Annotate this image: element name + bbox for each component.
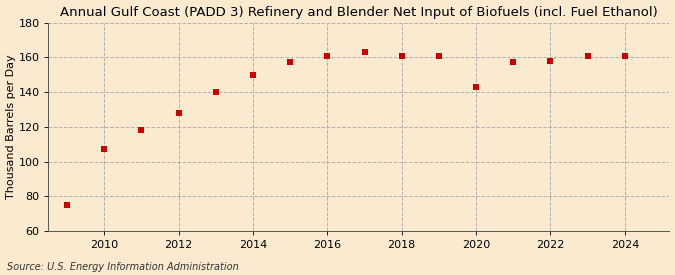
Y-axis label: Thousand Barrels per Day: Thousand Barrels per Day: [5, 54, 16, 199]
Title: Annual Gulf Coast (PADD 3) Refinery and Blender Net Input of Biofuels (incl. Fue: Annual Gulf Coast (PADD 3) Refinery and …: [60, 6, 658, 18]
Text: Source: U.S. Energy Information Administration: Source: U.S. Energy Information Administ…: [7, 262, 238, 272]
